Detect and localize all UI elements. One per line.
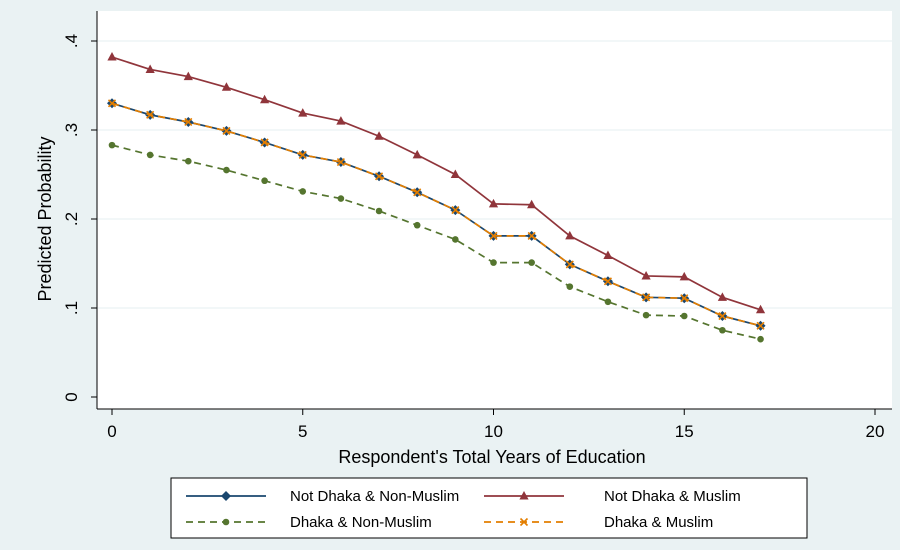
data-point bbox=[719, 326, 726, 334]
data-point bbox=[183, 71, 193, 81]
data-point bbox=[603, 277, 613, 286]
legend-label: Dhaka & Muslim bbox=[604, 514, 713, 531]
data-point bbox=[412, 149, 422, 159]
data-point bbox=[107, 52, 117, 61]
data-point bbox=[298, 150, 307, 159]
data-point bbox=[565, 260, 574, 269]
data-point bbox=[642, 311, 650, 319]
data-point bbox=[642, 293, 651, 302]
y-axis-label: Predicted Probability bbox=[35, 136, 55, 301]
legend-item: Dhaka & Muslim bbox=[484, 514, 713, 531]
data-point bbox=[107, 99, 117, 108]
data-point bbox=[375, 207, 383, 215]
series-line bbox=[111, 102, 761, 327]
data-point bbox=[717, 292, 727, 301]
series-1 bbox=[107, 52, 766, 314]
y-tick-label: .4 bbox=[62, 34, 81, 48]
data-point bbox=[565, 230, 575, 240]
series-layer bbox=[107, 52, 766, 343]
y-tick-label: .2 bbox=[62, 212, 81, 226]
data-point bbox=[413, 188, 422, 197]
data-point bbox=[184, 117, 193, 127]
data-point bbox=[680, 312, 688, 320]
data-point bbox=[222, 126, 231, 135]
data-point bbox=[527, 231, 536, 240]
legend-marker bbox=[519, 491, 529, 500]
data-point bbox=[757, 335, 764, 343]
data-point bbox=[185, 157, 192, 165]
y-tick-label: .3 bbox=[62, 123, 81, 137]
data-point bbox=[374, 131, 384, 140]
data-point bbox=[679, 271, 689, 281]
data-point bbox=[337, 195, 345, 202]
data-point bbox=[146, 110, 155, 119]
data-point bbox=[490, 259, 497, 266]
y-tick-label: .1 bbox=[62, 301, 81, 315]
y-tick-label: 0 bbox=[62, 392, 81, 401]
series-2 bbox=[108, 141, 764, 343]
data-point bbox=[604, 298, 612, 306]
data-point bbox=[755, 304, 766, 314]
x-tick-label: 15 bbox=[675, 422, 694, 441]
legend-marker bbox=[519, 517, 529, 527]
series-3 bbox=[107, 99, 765, 330]
data-point bbox=[298, 108, 308, 117]
data-point bbox=[336, 116, 346, 125]
data-point bbox=[260, 94, 270, 104]
data-point bbox=[221, 82, 232, 91]
data-point bbox=[223, 166, 230, 174]
data-point bbox=[528, 259, 535, 266]
plot-area bbox=[97, 11, 892, 409]
x-tick-label: 5 bbox=[298, 422, 307, 441]
data-point bbox=[146, 151, 154, 159]
legend-label: Dhaka & Non-Muslim bbox=[290, 514, 432, 531]
data-point bbox=[489, 231, 498, 240]
legend-item: Not Dhaka & Muslim bbox=[484, 488, 741, 505]
x-tick-label: 10 bbox=[484, 422, 503, 441]
legend: Not Dhaka & Non-Muslim Not Dhaka & Muslim… bbox=[186, 488, 741, 531]
data-point bbox=[299, 188, 307, 195]
data-point bbox=[261, 177, 268, 185]
data-point bbox=[450, 169, 460, 178]
data-point bbox=[451, 206, 460, 215]
data-point bbox=[641, 270, 651, 280]
data-point bbox=[680, 294, 689, 303]
data-point bbox=[336, 157, 345, 167]
x-axis-ticks: 0 5 10 15 20 bbox=[107, 409, 884, 441]
data-point bbox=[756, 321, 765, 330]
series-line bbox=[111, 56, 761, 311]
data-point bbox=[260, 138, 269, 147]
data-point bbox=[452, 236, 459, 243]
legend-box bbox=[170, 477, 808, 539]
legend-item: Dhaka & Non-Muslim bbox=[186, 514, 432, 531]
legend-marker bbox=[221, 491, 231, 501]
data-point bbox=[413, 221, 421, 229]
data-point bbox=[603, 250, 613, 259]
data-point bbox=[566, 283, 574, 290]
legend-item: Not Dhaka & Non-Muslim bbox=[186, 488, 459, 505]
legend-label: Not Dhaka & Non-Muslim bbox=[290, 488, 459, 505]
data-point bbox=[145, 64, 155, 73]
x-tick-label: 0 bbox=[107, 422, 116, 441]
x-axis-label: Respondent's Total Years of Education bbox=[338, 447, 645, 467]
series-line bbox=[111, 144, 761, 340]
data-point bbox=[718, 311, 727, 321]
data-point bbox=[374, 172, 384, 181]
data-point bbox=[527, 199, 537, 209]
legend-marker bbox=[222, 518, 230, 526]
data-point bbox=[488, 198, 499, 208]
data-point bbox=[108, 141, 116, 149]
y-axis-ticks: 0 .1 .2 .3 .4 bbox=[62, 34, 97, 402]
legend-label: Not Dhaka & Muslim bbox=[604, 488, 741, 505]
x-tick-label: 20 bbox=[866, 422, 885, 441]
